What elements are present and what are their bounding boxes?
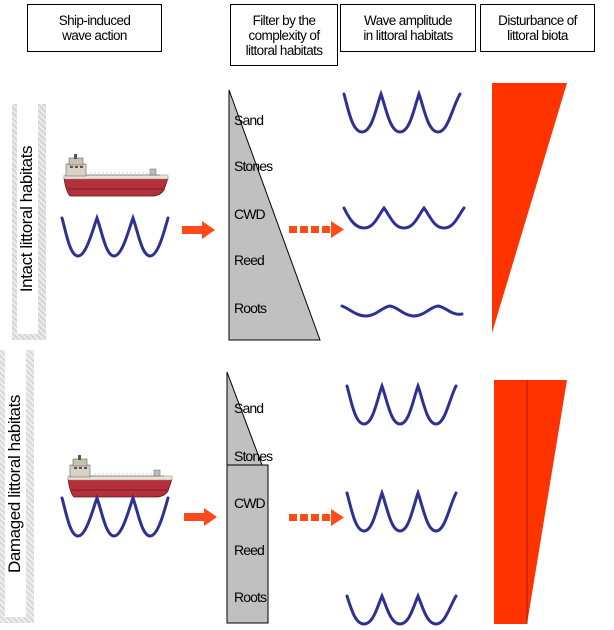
scenario-damaged — [60, 371, 567, 626]
habitat-label-reed: Reed — [234, 252, 265, 268]
amplitude-wave-2 — [345, 488, 458, 533]
row-label-intact: Intact littoral habitats — [12, 104, 46, 340]
habitat-label-roots: Roots — [234, 300, 267, 316]
filter-triangle — [228, 89, 321, 341]
habitat-label-stones: Stones — [234, 158, 273, 174]
scenario-intact — [60, 83, 567, 341]
header-wave-action: Ship-induced wave action — [27, 4, 162, 52]
disturbance-wedge — [492, 83, 567, 333]
habitat-label-cwd: CWD — [234, 206, 266, 222]
row-label-damaged: Damaged littoral habitats — [0, 350, 34, 623]
ship-icon — [67, 454, 173, 498]
habitat-label-reed: Reed — [234, 542, 265, 558]
amplitude-wave-high — [342, 89, 462, 134]
habitat-label-sand: Sand — [234, 400, 264, 416]
label-box: Intact littoral habitats — [17, 104, 38, 334]
header-line: littoral biota — [507, 28, 568, 43]
header-line: wave action — [62, 28, 127, 43]
dashed-arrow-icon — [289, 221, 344, 238]
amplitude-wave-1 — [345, 381, 458, 426]
habitat-label-sand: Sand — [234, 112, 264, 128]
header-filter: Filter by the complexity of littoral hab… — [230, 4, 338, 66]
header-line: Ship-induced — [58, 13, 131, 28]
header-wave-amplitude: Wave amplitude in littoral habitats — [340, 4, 476, 52]
disturbance-wedge-left — [494, 380, 527, 624]
header-line: complexity of — [248, 27, 321, 43]
input-wave — [60, 213, 170, 258]
label-box: Damaged littoral habitats — [5, 350, 26, 617]
amplitude-wave-medium — [342, 205, 466, 230]
filter-column-damaged — [226, 464, 269, 624]
header-line: Wave amplitude — [364, 13, 453, 28]
header-line: in littoral habitats — [363, 28, 453, 43]
habitat-label-stones: Stones — [234, 448, 273, 464]
solid-arrow-icon — [184, 508, 217, 526]
habitat-label-roots: Roots — [234, 589, 267, 605]
header-line: littoral habitats — [245, 42, 323, 58]
disturbance-wedge-right — [527, 380, 567, 624]
header-line: Filter by the — [252, 12, 316, 28]
dashed-arrow-icon — [289, 509, 344, 526]
header-disturbance: Disturbance of littoral biota — [480, 4, 595, 52]
input-wave — [60, 493, 170, 538]
header-line: Disturbance of — [498, 13, 577, 28]
ship-icon — [63, 153, 169, 197]
solid-arrow-icon — [182, 221, 215, 239]
habitat-label-cwd: CWD — [234, 495, 266, 511]
amplitude-wave-low — [340, 304, 464, 318]
amplitude-wave-3 — [345, 592, 458, 626]
